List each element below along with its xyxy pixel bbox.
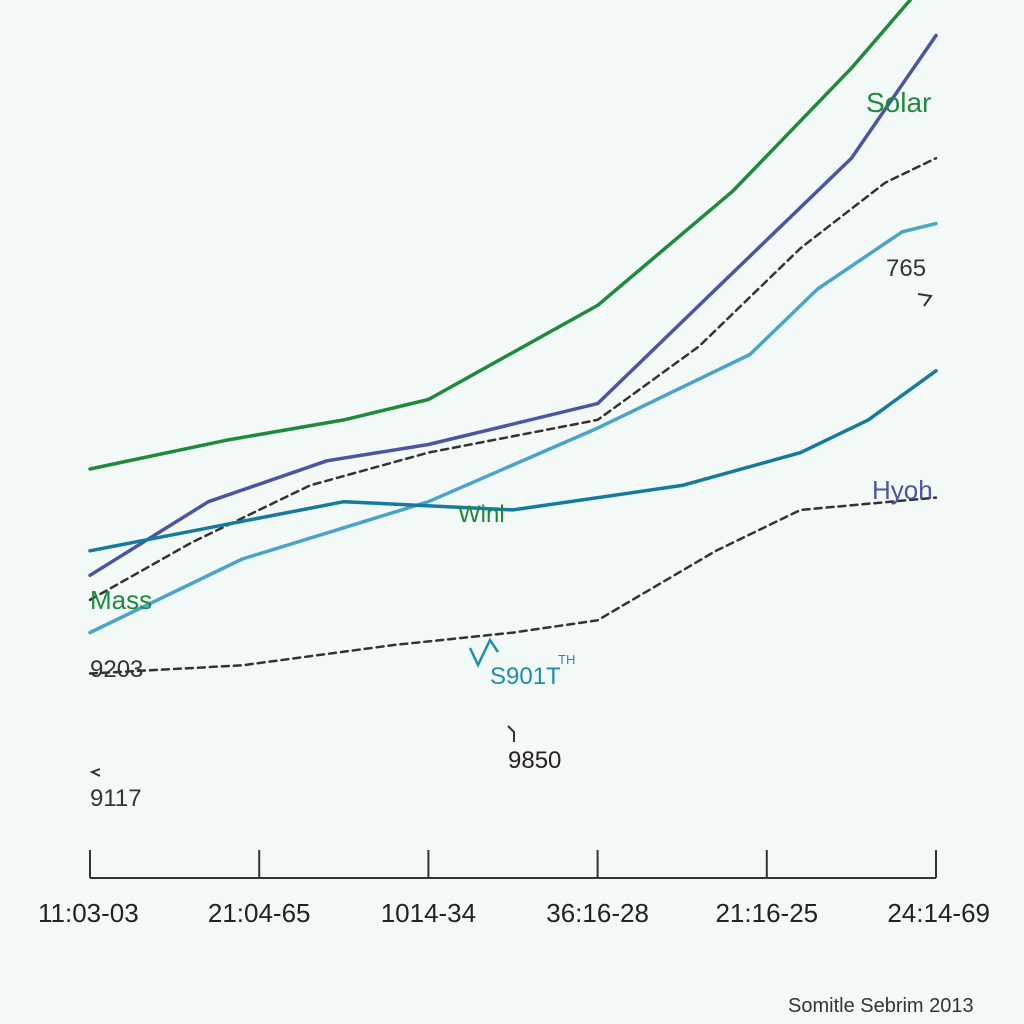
annotation-solar: Solar xyxy=(866,87,931,118)
x-tick-label: 21:16-25 xyxy=(715,898,818,928)
series-lines xyxy=(88,0,938,675)
annotation-9203: 9203 xyxy=(90,656,143,683)
x-tick-label: 36:16-28 xyxy=(546,898,649,928)
annotation-9850: 9850 xyxy=(508,747,561,774)
x-axis: 11:03-03 21:04-65 1014-34 36:16-28 21:16-25 2… xyxy=(38,850,990,928)
annotation-th: TH xyxy=(558,652,575,667)
x-tick-label: 21:04-65 xyxy=(208,898,311,928)
series-line-unlabeled-1 xyxy=(88,33,938,578)
series-line-solar xyxy=(88,0,913,471)
annotation-winl: Winl xyxy=(458,501,505,528)
annotation-hyoh: Hyoh xyxy=(872,475,933,505)
annotations: Solar 765 Hyoh Winl Mass 9203 9117 S901T… xyxy=(89,87,933,812)
x-tick-label: 24:14-69 xyxy=(887,898,990,928)
series-line-hyoh xyxy=(88,369,938,553)
x-ticks: 11:03-03 21:04-65 1014-34 36:16-28 21:16-25 2… xyxy=(38,850,990,928)
annotation-mass: Mass xyxy=(90,585,152,615)
annotation-765: 765 xyxy=(886,255,926,282)
annotation-s901t: S901T xyxy=(490,663,561,690)
s901t-pointer xyxy=(468,637,500,668)
9850-pointer-icon xyxy=(507,725,515,742)
source-note: Somitle Sebrim 2013 xyxy=(788,995,974,1017)
x-tick-label: 11:03-03 xyxy=(38,898,139,928)
9117-pointer-icon xyxy=(89,768,101,777)
dashed-series-end-arrow-icon xyxy=(917,293,933,307)
series-line-unlabeled-5 xyxy=(88,496,938,675)
series-line-unlabeled-2 xyxy=(88,156,938,602)
annotation-9117: 9117 xyxy=(90,785,142,812)
series-line-unlabeled-3 xyxy=(88,221,938,635)
x-tick-label: 1014-34 xyxy=(381,898,476,928)
